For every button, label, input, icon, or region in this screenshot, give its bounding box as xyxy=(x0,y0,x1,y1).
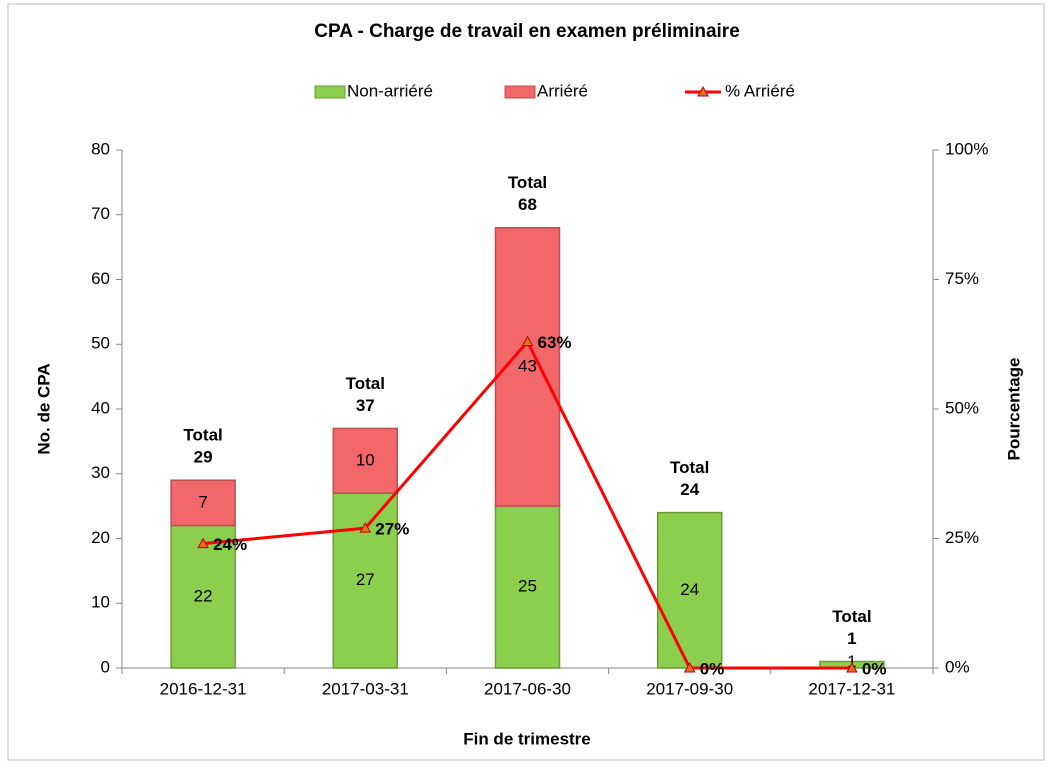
x-tick-label: 2016-12-31 xyxy=(160,679,247,698)
legend-label: % Arriéré xyxy=(725,81,795,100)
y-tick-label: 40 xyxy=(91,398,110,417)
y-tick-label: 10 xyxy=(91,593,110,612)
legend-label: Non-arriéré xyxy=(347,81,433,100)
segment-label: 25 xyxy=(518,577,537,596)
line-marker xyxy=(846,661,858,673)
bar-segment xyxy=(332,427,399,494)
total-label: Total xyxy=(183,426,222,445)
legend-label: Arriéré xyxy=(537,81,588,100)
legend-swatch xyxy=(314,85,346,99)
line-marker xyxy=(197,537,209,549)
segment-label: 1 xyxy=(847,652,856,671)
total-label: Total xyxy=(346,374,385,393)
y2-tick-label: 0% xyxy=(945,657,970,676)
line-marker xyxy=(521,335,534,347)
segment-label: 24 xyxy=(680,580,699,599)
x-tick-label: 2017-06-30 xyxy=(484,679,571,698)
legend-swatch xyxy=(504,85,536,99)
line-marker xyxy=(359,522,372,533)
segment-label: 43 xyxy=(518,356,537,375)
segment-label: 27 xyxy=(356,570,375,589)
line-value-label: 24% xyxy=(213,535,247,554)
y-tick-label: 30 xyxy=(91,463,110,482)
y2-axis-label: Pourcentage xyxy=(1004,358,1023,461)
y-tick-label: 50 xyxy=(91,334,110,353)
y2-tick-label: 75% xyxy=(945,269,979,288)
total-label: Total xyxy=(670,458,709,477)
total-label: Total xyxy=(832,607,871,626)
x-axis-label: Fin de trimestre xyxy=(463,729,591,748)
segment-label: 22 xyxy=(194,586,213,605)
bar-segment xyxy=(170,479,236,527)
bar-segment xyxy=(170,524,236,669)
line-value-label: 27% xyxy=(375,520,409,539)
chart-title: CPA - Charge de travail en examen prélim… xyxy=(314,21,740,42)
line-value-label: 0% xyxy=(862,659,887,678)
total-value: 68 xyxy=(518,195,537,214)
total-value: 37 xyxy=(356,396,375,415)
total-label: Total xyxy=(508,173,547,192)
y2-tick-label: 50% xyxy=(945,398,979,417)
x-tick-label: 2017-12-31 xyxy=(808,679,895,698)
total-value: 29 xyxy=(194,448,213,467)
y-tick-label: 80 xyxy=(91,139,110,158)
line-marker xyxy=(683,661,696,673)
segment-label: 7 xyxy=(198,492,207,511)
y-tick-label: 20 xyxy=(91,528,110,547)
y-tick-label: 0 xyxy=(101,657,110,676)
bar-segment xyxy=(494,505,561,669)
total-value: 1 xyxy=(847,629,856,648)
segment-label: 10 xyxy=(356,450,375,469)
y-tick-label: 70 xyxy=(91,204,110,223)
legend-marker xyxy=(697,85,709,97)
y2-tick-label: 25% xyxy=(945,528,979,547)
y-axis-label: No. de CPA xyxy=(34,363,53,454)
bar-segment xyxy=(656,511,723,669)
total-value: 24 xyxy=(680,480,699,499)
y-tick-label: 60 xyxy=(91,269,110,288)
y2-tick-label: 100% xyxy=(945,139,988,158)
x-tick-label: 2017-03-31 xyxy=(322,679,409,698)
line-value-label: 0% xyxy=(700,659,725,678)
x-tick-label: 2017-09-30 xyxy=(646,679,733,698)
line-value-label: 63% xyxy=(538,333,572,352)
